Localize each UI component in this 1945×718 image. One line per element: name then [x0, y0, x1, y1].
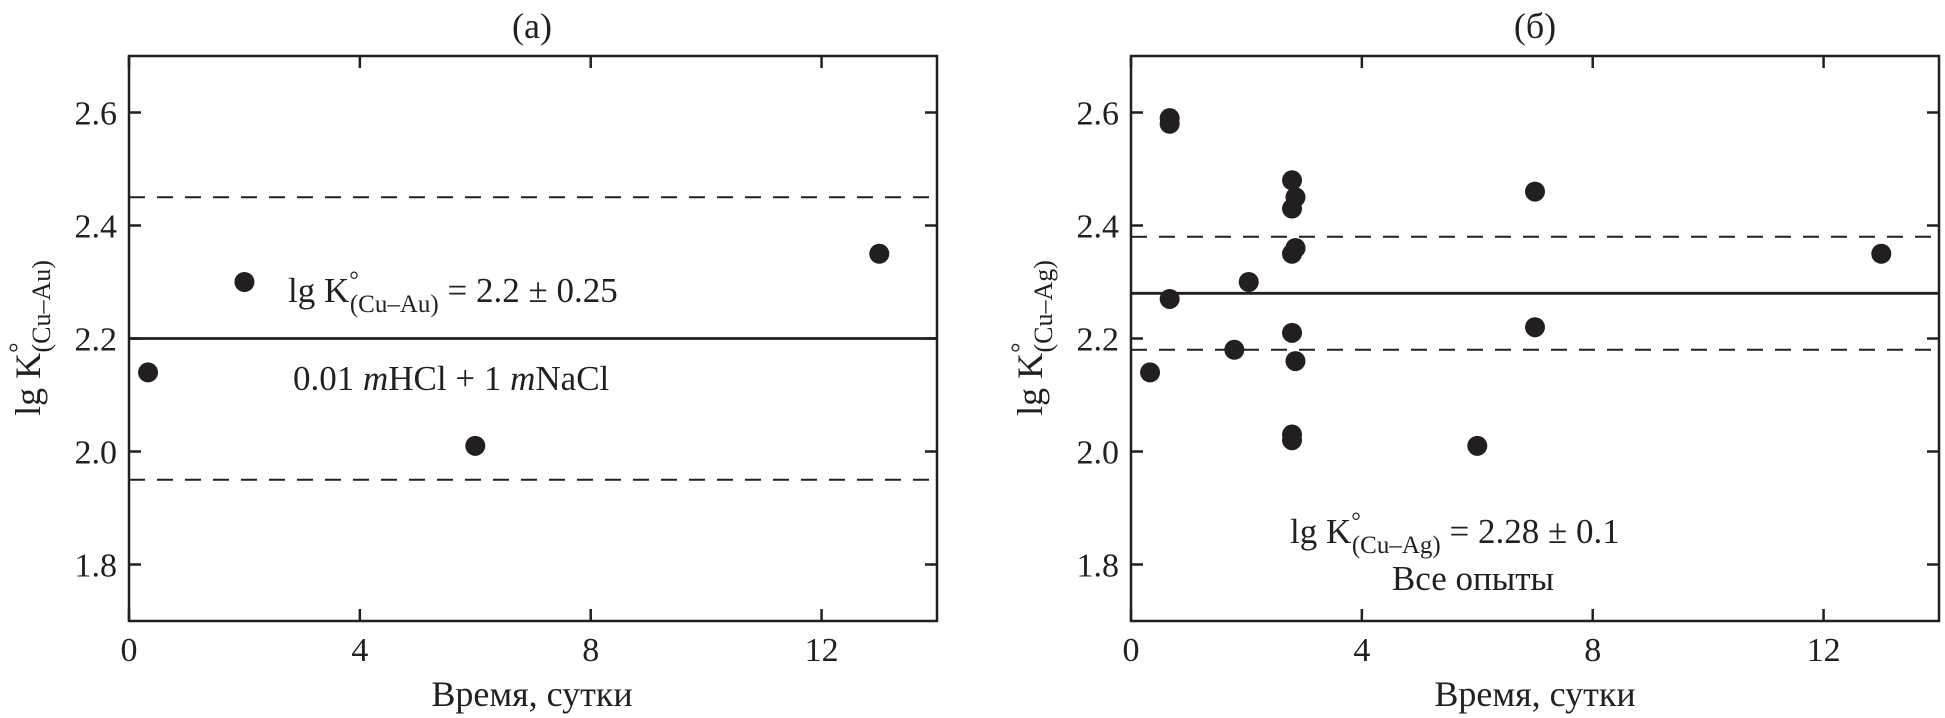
panel-b-points [1140, 108, 1892, 456]
panel-b-point-16 [1467, 435, 1488, 456]
panel-a-condition-m2: m [510, 359, 535, 398]
panel-b-x-tick-label-1: 4 [1353, 632, 1370, 669]
panel-b-reference-lines [1131, 235, 1939, 351]
panel-b-point-15 [1285, 238, 1306, 259]
panel-a-x-axis-label: Время, сутки [431, 674, 632, 714]
panel-b-y-label-main: lg K [1010, 353, 1050, 416]
panel-b-point-5 [1238, 272, 1259, 292]
panel-b-point-0 [1140, 362, 1161, 383]
panel-a-x-tick-label-3: 12 [805, 632, 839, 669]
panel-b: (б) 0 4 8 12 1.8 2.0 2.2 2.4 2.6 Время, сутки lg… [1006, 6, 1941, 714]
panel-b-point-19 [1871, 243, 1892, 264]
panel-b-x-tick-label-3: 12 [1807, 632, 1841, 669]
panel-a-x-tick-label-2: 8 [582, 632, 599, 669]
panel-b-point-14 [1282, 430, 1303, 451]
panel-a-formula-value: = 2.2 ± 0.25 [439, 271, 618, 310]
panel-b-point-9 [1282, 322, 1303, 343]
panel-a-reference-lines [129, 196, 937, 481]
panel-a-formula: lg K° (Cu–Au) = 2.2 ± 0.25 [288, 268, 618, 318]
panel-b-x-axis-label: Время, сутки [1434, 674, 1635, 714]
panel-b-point-12 [1285, 351, 1306, 372]
panel-b-y-label-degree: ° [1006, 343, 1035, 353]
panel-b-formula-value: = 2.28 ± 0.1 [1441, 512, 1620, 551]
panel-a-y-axis-label: lg K°(Cu–Au) [4, 260, 56, 416]
panel-a-formula-prefix: lg K [288, 271, 349, 310]
panel-b-axes: 0 4 8 12 1.8 2.0 2.2 2.4 2.6 [1077, 56, 1939, 669]
panel-a-x-tick-label-1: 4 [351, 632, 368, 669]
panel-a-y-tick-label-0: 1.8 [75, 548, 118, 585]
panel-b-point-10 [1285, 187, 1306, 208]
panel-a-axes: 0 4 8 12 1.8 2.0 2.2 2.4 2.6 [75, 56, 937, 669]
panel-a-condition-part3: NaCl [535, 359, 609, 398]
panel-b-formula-degree: ° [1351, 509, 1361, 535]
panel-b-title: (б) [1514, 6, 1556, 46]
panel-a-points [138, 243, 890, 456]
panel-a: (a) 0 4 8 12 1.8 2.0 2.2 2.4 2.6 Время, сутки lg… [4, 6, 939, 714]
panel-a-y-tick-label-1: 2.0 [75, 435, 118, 472]
panel-b-x-tick-label-0: 0 [1123, 632, 1140, 669]
panel-b-formula-subscript: (Cu–Ag) [1352, 532, 1441, 559]
panel-b-formula-prefix: lg K [1290, 512, 1351, 551]
panel-b-point-17 [1525, 181, 1545, 202]
panel-a-condition-part2: HCl + 1 [388, 359, 510, 398]
panel-a-formula-degree: ° [349, 268, 359, 294]
panel-b-y-tick-label-2: 2.2 [1077, 322, 1120, 359]
panel-a-condition-m1: m [363, 359, 388, 398]
panel-a-condition: 0.01 mHCl + 1 mNaCl [293, 359, 610, 398]
panel-a-point-2 [465, 435, 486, 456]
panel-b-y-axis-label: lg K°(Cu–Ag) [1006, 260, 1058, 416]
panel-a-y-tick-label-2: 2.2 [75, 322, 118, 359]
panel-b-y-tick-label-0: 1.8 [1077, 548, 1120, 585]
panel-a-point-1 [234, 272, 255, 292]
panel-b-y-label-subscript: (Cu–Ag) [1029, 260, 1058, 352]
panel-b-condition: Все опыты [1392, 559, 1554, 598]
panel-b-point-2 [1159, 113, 1180, 134]
panel-b-point-3 [1159, 288, 1180, 309]
panel-a-y-label-degree: ° [4, 343, 33, 353]
panel-a-formula-subscript: (Cu–Au) [350, 291, 439, 318]
panel-b-formula: lg K° (Cu–Ag) = 2.28 ± 0.1 [1290, 509, 1620, 559]
panel-a-y-label-main: lg K [8, 353, 48, 416]
panel-b-point-18 [1525, 317, 1545, 338]
panel-a-y-tick-label-3: 2.4 [75, 209, 118, 246]
panel-a-point-3 [869, 243, 890, 264]
panel-b-y-tick-label-3: 2.4 [1077, 209, 1120, 246]
panel-a-condition-part1: 0.01 [293, 359, 363, 398]
panel-a-title: (a) [512, 6, 552, 46]
panel-b-point-4 [1224, 339, 1245, 360]
panel-b-x-tick-label-2: 8 [1584, 632, 1601, 669]
panel-a-y-label-subscript: (Cu–Au) [27, 260, 56, 352]
panel-a-point-0 [138, 362, 159, 383]
panel-a-y-tick-label-4: 2.6 [75, 96, 118, 133]
panel-a-x-tick-label-0: 0 [121, 632, 138, 669]
panel-b-point-6 [1282, 170, 1303, 191]
panel-b-y-tick-label-4: 2.6 [1077, 96, 1120, 133]
panel-b-y-tick-label-1: 2.0 [1077, 435, 1120, 472]
